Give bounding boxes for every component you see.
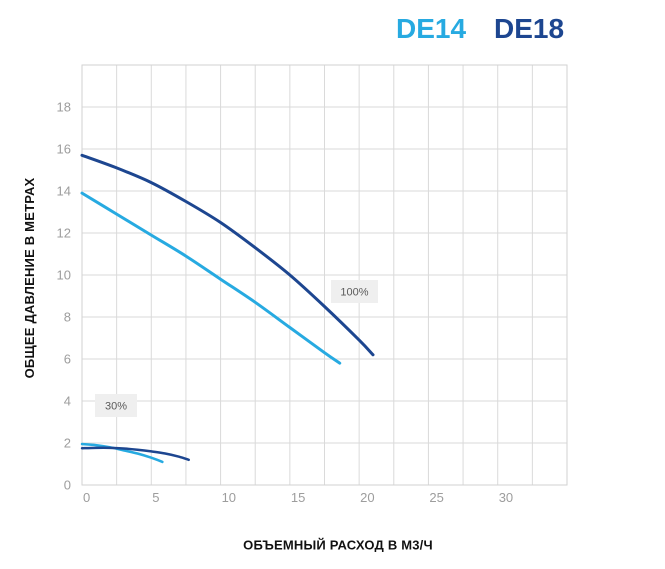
- annotation-30-label: 30%: [105, 401, 127, 413]
- x-tick-label: 5: [152, 490, 159, 505]
- series-line-de18-100: [80, 153, 375, 357]
- y-tick-label: 12: [57, 226, 71, 241]
- x-tick-label: 0: [83, 490, 90, 505]
- annotation-100-box: [331, 280, 378, 303]
- grid: [82, 65, 567, 485]
- y-tick-label: 14: [57, 184, 71, 199]
- y-axis-label: ОБЩЕЕ ДАВЛЕНИЕ В МЕТРАХ: [22, 177, 37, 378]
- x-tick-label: 25: [429, 490, 443, 505]
- x-tick-label: 10: [222, 490, 236, 505]
- series-line-de18-30: [80, 446, 190, 462]
- y-tick-label: 4: [64, 394, 71, 409]
- series-line-de14-100: [80, 191, 342, 365]
- y-tick-label: 18: [57, 100, 71, 115]
- y-tick-label: 0: [64, 478, 71, 493]
- plot-frame: [81, 64, 568, 486]
- x-axis-ticks: 0 5 10 15 20 25 30: [83, 490, 513, 505]
- y-axis-ticks: 0 2 4 6 8 10 12 14 16 18: [57, 100, 71, 493]
- annotation-30: 30%: [95, 394, 137, 417]
- legend-label-de18: DE18: [494, 13, 564, 44]
- annotation-30-box: [95, 394, 137, 417]
- y-tick-label: 2: [64, 436, 71, 451]
- annotation-100-label: 100%: [340, 287, 368, 299]
- series-lines: [80, 153, 375, 464]
- x-axis-label: ОБЪЕМНЫЙ РАСХОД В М3/Ч: [243, 538, 433, 553]
- y-tick-label: 6: [64, 352, 71, 367]
- legend-label-de14: DE14: [396, 13, 466, 44]
- x-tick-label: 20: [360, 490, 374, 505]
- annotation-100: 100%: [331, 280, 378, 303]
- legend: DE14 DE18: [396, 13, 564, 44]
- x-tick-label: 15: [291, 490, 305, 505]
- y-tick-label: 10: [57, 268, 71, 283]
- series-line-de14-30: [80, 442, 164, 464]
- y-tick-label: 8: [64, 310, 71, 325]
- y-tick-label: 16: [57, 142, 71, 157]
- x-tick-label: 30: [499, 490, 513, 505]
